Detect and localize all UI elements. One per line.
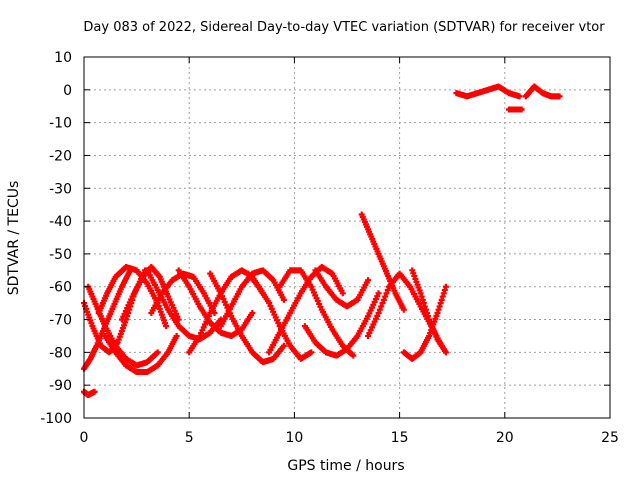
series-arc-u (409, 267, 449, 356)
series-arc-c (85, 283, 161, 369)
data-point (442, 283, 449, 290)
data-point (380, 296, 387, 303)
y-tick-label: 0 (63, 83, 72, 99)
data-point (308, 349, 315, 356)
x-tick-label: 20 (496, 430, 514, 446)
data-point (376, 306, 383, 313)
series-arc-m (245, 270, 315, 362)
data-point (518, 106, 525, 113)
y-tick-label: -90 (49, 378, 72, 394)
data-points (81, 83, 563, 399)
series-track-y (522, 83, 563, 100)
series-track-x (506, 106, 525, 113)
x-tick-label: 25 (601, 430, 619, 446)
data-point (516, 93, 523, 100)
x-axis-label: GPS time / hours (287, 458, 404, 474)
data-point (249, 309, 256, 316)
data-point (383, 290, 390, 297)
y-tick-label: -80 (49, 345, 72, 361)
data-point (154, 349, 161, 356)
data-point (350, 352, 357, 359)
x-tick-label: 10 (285, 430, 303, 446)
data-point (173, 332, 180, 339)
x-tick-label: 5 (185, 430, 194, 446)
data-point (382, 293, 389, 300)
data-point (379, 300, 386, 307)
series-arc-e (102, 332, 180, 376)
data-point (556, 93, 563, 100)
data-point (375, 309, 382, 316)
y-tick-label: -60 (49, 280, 72, 296)
y-axis-label: SDTVAR / TECUs (6, 181, 22, 296)
data-point (442, 349, 449, 356)
plot-frame (83, 56, 611, 419)
y-tick-label: -40 (49, 214, 72, 230)
y-tick-label: -50 (49, 247, 72, 263)
data-point (400, 306, 407, 313)
series-track-w (453, 83, 523, 100)
y-tick-label: -20 (49, 148, 72, 164)
data-point (375, 290, 382, 297)
y-tick-label: -30 (49, 181, 72, 197)
series-arc-d (95, 264, 170, 330)
y-tick-label: -10 (49, 116, 72, 132)
data-point (384, 287, 391, 294)
data-point (339, 290, 346, 297)
data-point (280, 296, 287, 303)
series-arc-p (301, 290, 382, 359)
x-tick-label: 0 (80, 430, 89, 446)
series-arc-l (217, 267, 287, 330)
series-arc-v (81, 388, 98, 399)
series-arc-o (276, 267, 357, 359)
x-tick-label: 15 (391, 430, 409, 446)
chart-title: Day 083 of 2022, Sidereal Day-to-day VTE… (83, 20, 605, 35)
data-point (378, 303, 385, 310)
series-arc-q (312, 267, 372, 310)
data-point (365, 277, 372, 284)
data-point (163, 323, 170, 330)
gridlines (84, 57, 610, 418)
y-tick-label: 10 (54, 50, 72, 66)
y-tick-label: -70 (49, 313, 72, 329)
series-arc-r (358, 211, 407, 313)
y-tick-label: -100 (40, 411, 72, 427)
data-point (91, 388, 98, 395)
series-arc-k (207, 270, 287, 366)
axis-ticks: 0 5 10 15 20 25 10 0 -10 -20 -30 -40 -50 -60 -70 -80 -90… (40, 50, 619, 446)
data-point (280, 342, 287, 349)
